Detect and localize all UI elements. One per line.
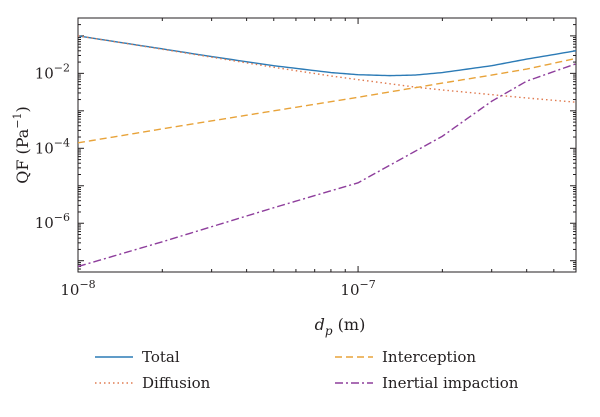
- y-tick-label: 10−6: [35, 211, 70, 232]
- legend: Total Diffusion Interception Inertial impac…: [95, 348, 519, 392]
- series-line-interception: [78, 57, 576, 144]
- series-lines: [78, 35, 576, 268]
- y-tick-labels: 10−2 10−4 10−6: [35, 61, 70, 232]
- legend-label-interception: Interception: [382, 348, 476, 366]
- y-tick-label: 10−4: [35, 136, 70, 157]
- series-line-inertial-impaction: [78, 63, 576, 268]
- x-tick-label: 10−7: [340, 278, 375, 299]
- x-axis-label: dp (m): [315, 315, 366, 338]
- x-tick-label: 10−8: [60, 278, 95, 299]
- series-line-total: [78, 35, 576, 77]
- legend-label-total: Total: [142, 348, 180, 366]
- series-line-diffusion: [78, 35, 576, 103]
- axis-ticks: [77, 17, 577, 273]
- y-axis-label: QF (Pa−1): [11, 106, 32, 184]
- x-tick-labels: 10−8 10−7: [60, 278, 375, 299]
- legend-label-diffusion: Diffusion: [142, 374, 211, 392]
- y-tick-label: 10−2: [35, 61, 70, 82]
- legend-label-inertial-impaction: Inertial impaction: [382, 374, 519, 392]
- plot-frame: [77, 17, 577, 273]
